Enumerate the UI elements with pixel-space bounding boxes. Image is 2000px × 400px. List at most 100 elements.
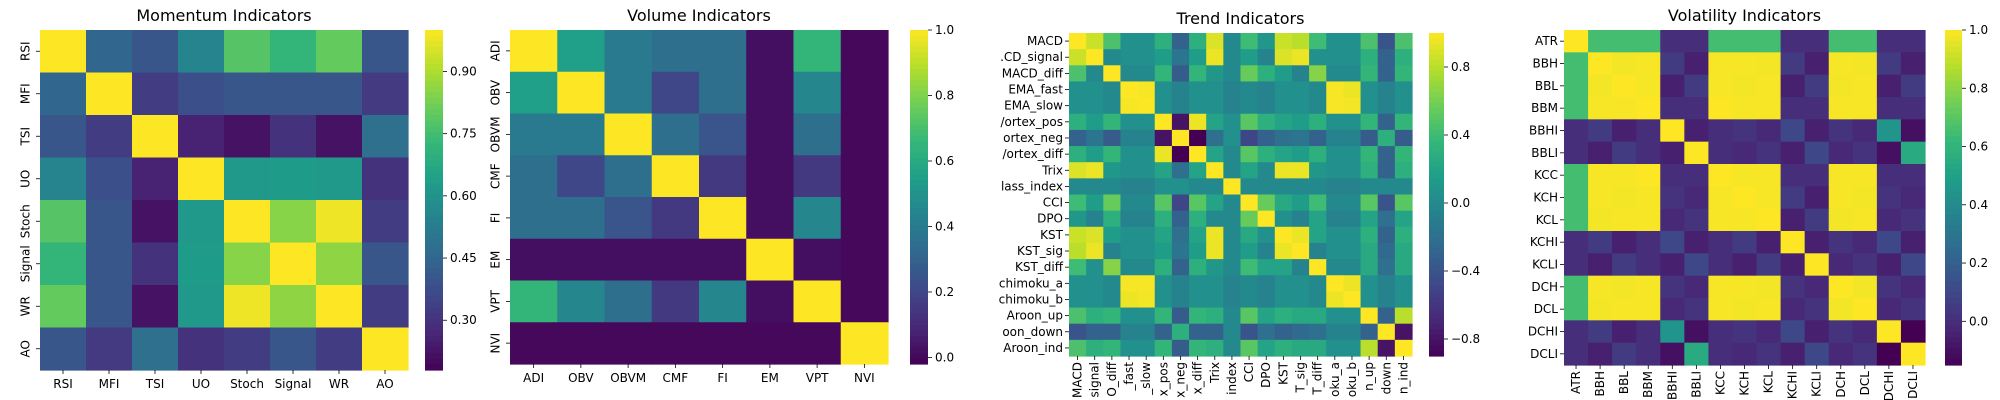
heatmap-cell [1377,33,1396,50]
colorbar-segment [910,46,928,53]
heatmap-cell [1291,194,1310,212]
heatmap-cell [1291,275,1310,292]
heatmap-cell [1377,307,1396,325]
y-tick-label: DCH [1531,280,1558,294]
heatmap-cell [1343,210,1362,228]
heatmap-cell [1189,323,1207,341]
heatmap-cell [1756,208,1782,232]
heatmap-cell [1326,242,1344,260]
colorbar-segment [910,113,928,120]
heatmap-cell [1900,52,1926,76]
heatmap-cell [1206,210,1224,228]
heatmap-cell [840,155,889,198]
colorbar-segment [1429,49,1444,56]
heatmap-cell [316,327,363,371]
heatmap-cell [1120,97,1139,115]
colorbar-segment [1945,353,1962,361]
heatmap-cell [1086,226,1104,244]
colorbar-tick-label: 0.90 [450,64,477,78]
heatmap-cell [1394,259,1413,276]
heatmap-cell [1154,33,1173,50]
heatmap-cell [1684,164,1709,187]
heatmap-cell [1660,186,1685,210]
heatmap-cell [1564,342,1589,366]
heatmap-cell [1360,242,1379,260]
heatmap-cell [1137,210,1156,228]
colorbar-segment [1945,359,1962,366]
heatmap-cell [1708,275,1734,299]
heatmap-cell [1274,194,1293,212]
heatmap-cell [1828,231,1854,254]
colorbar: −0.8 −0.4 0.0 0.4 0.8 [1429,33,1480,357]
colorbar-segment [1429,86,1444,93]
heatmap-cell [1852,74,1878,98]
heatmap-cell [1223,178,1242,196]
heatmap-cell [1780,231,1806,254]
heatmap-cell [1804,74,1830,98]
colorbar-segment [425,98,443,105]
y-tick-label: ADI [489,40,503,61]
colorbar-segment [910,219,928,226]
heatmap-cell [1103,162,1122,179]
colorbar-segment [910,235,928,243]
heatmap-cell [1240,339,1259,357]
x-tick-label: BBM [1641,371,1655,398]
heatmap-cell [651,280,700,323]
heatmap-cell [1309,275,1327,292]
x-tick-label: DCL [1858,371,1872,396]
heatmap-cell [1377,226,1396,244]
heatmap-cell [510,155,558,198]
heatmap-cell [1257,178,1276,196]
heatmap-cell [1684,74,1709,98]
heatmap-cell [1636,186,1661,210]
heatmap-cell [1343,178,1362,196]
y-tick-label: lass_index [1001,179,1063,193]
colorbar: 0.0 0.2 0.4 0.6 0.8 1.0 [1945,23,1988,366]
heatmap-cell [1684,342,1709,366]
colorbar-segment [910,336,928,343]
heatmap-cell [316,285,363,329]
heatmap-cell [1343,259,1362,276]
heatmap-cell [1377,146,1396,163]
y-tick-label: KCL [1536,213,1559,227]
heatmap-cell [1240,291,1259,309]
colorbar-segment [1429,178,1444,185]
colorbar-segment [425,358,443,365]
heatmap-cell [699,280,747,323]
colorbar-segment [1945,74,1962,81]
colorbar-segment [425,126,443,133]
heatmap-cell [1756,97,1782,120]
heatmap-cell [1394,307,1413,325]
heatmap-cell [1360,81,1379,99]
colorbar-segment [1945,298,1962,305]
colorbar-segment [910,152,928,159]
heatmap-cell [1343,307,1362,325]
heatmap-cell [1189,81,1207,99]
heatmap-cell [1636,298,1661,321]
heatmap-cell [1343,33,1362,50]
heatmap-cell [1069,210,1087,228]
heatmap-cell [1876,342,1902,366]
colorbar-segment [1945,180,1962,187]
y-tick-label: FI [489,213,503,223]
colorbar-segment [910,263,928,270]
y-tick-label: BBHI [1529,124,1558,138]
heatmap-cell [1326,81,1344,99]
heatmap-cell [224,327,271,371]
heatmap-cell [1804,298,1830,321]
heatmap-cell [1189,49,1207,66]
heatmap-cell [1086,307,1104,325]
heatmap-cell [1660,275,1685,299]
colorbar-segment [1945,52,1962,59]
colorbar-segment [1945,124,1962,132]
heatmap-cell [1660,141,1685,165]
colorbar-segment [1945,113,1962,120]
heatmap-cell [1828,186,1854,210]
x-tick-label: MFI [99,377,120,391]
heatmap-cell [1780,97,1806,120]
colorbar-segment [425,120,443,127]
heatmap-cell [1900,298,1926,321]
heatmap-cell [1103,81,1122,99]
colorbar-segment [1429,113,1444,120]
heatmap-cell [1360,65,1379,83]
